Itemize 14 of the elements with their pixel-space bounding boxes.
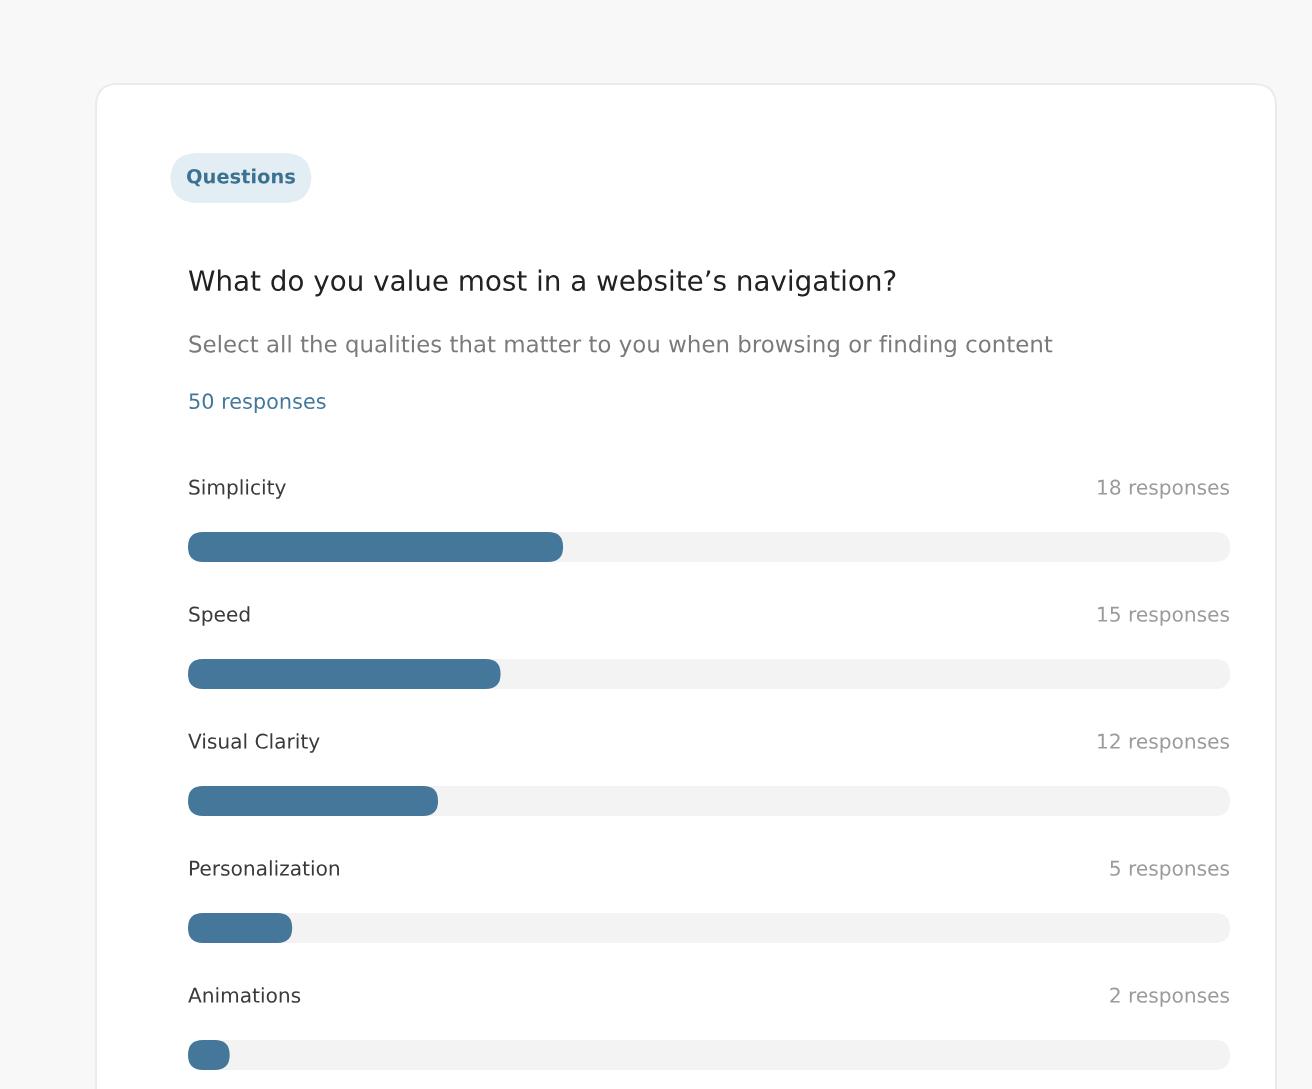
text: Questions: [186, 168, 295, 187]
data-label: 2 responses: [1110, 987, 1230, 1007]
chart-title: What do you value most in a website’s navigation?: [188, 269, 896, 297]
y-tick-label: Personalization: [189, 860, 339, 876]
y-tick-label: Speed: [189, 606, 250, 626]
y-tick-label: Animations: [188, 987, 301, 1003]
chart-subtitle: Select all the qualities that matter to you when browsing or finding content: [189, 334, 1053, 358]
text: 50 responses: [189, 393, 326, 414]
y-tick-label: Simplicity: [189, 479, 286, 499]
data-label: 15 responses: [1098, 606, 1230, 626]
y-tick-label: Visual Clarity: [188, 733, 320, 753]
data-label: 12 responses: [1098, 733, 1230, 753]
data-label: 5 responses: [1110, 860, 1230, 880]
data-label: 18 responses: [1098, 479, 1230, 499]
